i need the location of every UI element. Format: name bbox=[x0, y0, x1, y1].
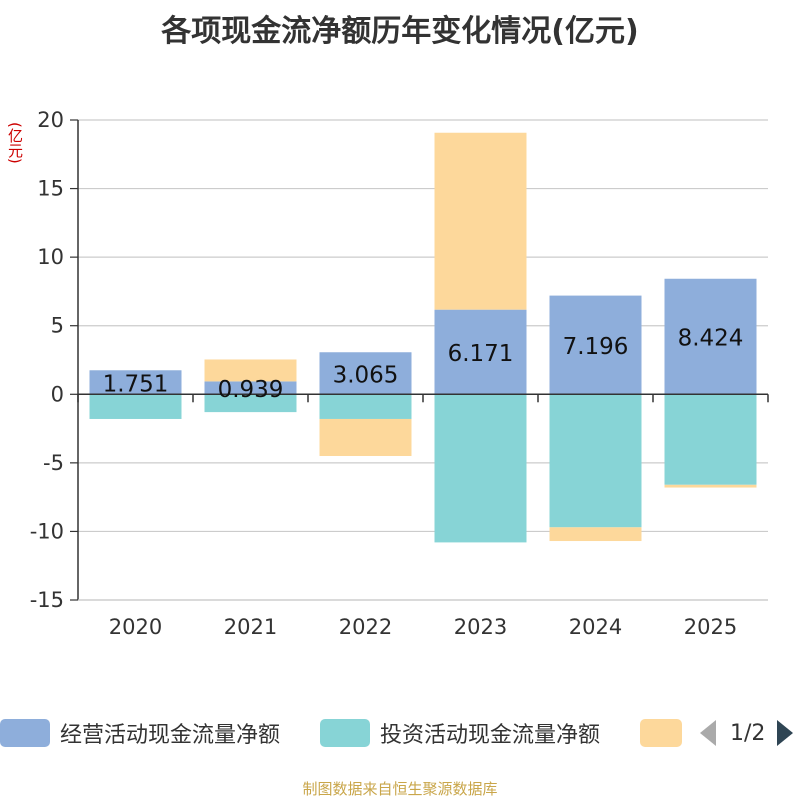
y-axis-unit-label: (亿元) bbox=[6, 122, 24, 164]
bar-operating-2023 bbox=[434, 309, 527, 395]
legend-label-investing: 投资活动现金流量净额 bbox=[380, 723, 601, 748]
bar-operating-2024 bbox=[549, 295, 642, 395]
legend-page-indicator: 1/2 bbox=[730, 720, 766, 746]
data-label-operating-2021: 0.939 bbox=[218, 377, 284, 403]
y-tick-label: -15 bbox=[30, 588, 64, 612]
y-tick-label: 0 bbox=[51, 382, 64, 406]
data-label-operating-2023: 6.171 bbox=[448, 341, 514, 367]
bar-operating-2020 bbox=[89, 370, 182, 395]
x-tick-label-2024: 2024 bbox=[569, 615, 622, 639]
legend-swatch-financing bbox=[640, 719, 682, 747]
legend-swatch-operating bbox=[0, 719, 50, 747]
bar-operating-2021 bbox=[204, 381, 297, 395]
data-label-operating-2024: 7.196 bbox=[563, 334, 629, 360]
triangle-left-icon[interactable] bbox=[700, 720, 716, 746]
x-tick-label-2020: 2020 bbox=[109, 615, 162, 639]
chart-title: 各项现金流净额历年变化情况(亿元) bbox=[161, 14, 639, 49]
stacked-bar-chart: 20 15 10 5 0 -5 -10 -15 2020 2021 2022 2023 2024 2025… bbox=[30, 108, 769, 639]
y-tick-label: 20 bbox=[37, 108, 64, 132]
bar-operating-2022 bbox=[319, 352, 412, 395]
y-tick-label: 5 bbox=[51, 314, 64, 338]
bar-investing-2024 bbox=[549, 394, 642, 528]
bar-financing-2021 bbox=[204, 359, 297, 382]
legend-label-operating: 经营活动现金流量净额 bbox=[60, 723, 281, 748]
y-tick-label: 10 bbox=[37, 245, 64, 269]
y-tick-label: 15 bbox=[37, 177, 64, 201]
bar-investing-2025 bbox=[664, 394, 757, 485]
source-note: 制图数据来自恒生聚源数据库 bbox=[302, 780, 498, 798]
bar-investing-2023 bbox=[434, 394, 527, 543]
bar-investing-2020 bbox=[89, 394, 182, 419]
legend-swatch-investing bbox=[320, 719, 370, 747]
bar-financing-2024 bbox=[549, 527, 642, 542]
bar-financing-2025 bbox=[664, 484, 757, 488]
legend-pager: 1/2 bbox=[700, 718, 794, 748]
bar-financing-2023 bbox=[434, 132, 527, 310]
triangle-right-icon[interactable] bbox=[777, 720, 794, 746]
x-tick-label-2022: 2022 bbox=[339, 615, 392, 639]
data-label-operating-2025: 8.424 bbox=[678, 326, 744, 352]
bar-financing-2022 bbox=[319, 418, 412, 456]
legend-item-investing[interactable]: 投资活动现金流量净额 bbox=[320, 718, 600, 748]
x-tick-label-2021: 2021 bbox=[224, 615, 277, 639]
bar-investing-2021 bbox=[204, 394, 297, 413]
x-tick-label-2023: 2023 bbox=[454, 615, 507, 639]
x-tick-label-2025: 2025 bbox=[684, 615, 737, 639]
legend-item-financing[interactable] bbox=[640, 718, 692, 748]
y-tick-label: -10 bbox=[30, 519, 64, 543]
data-label-operating-2020: 1.751 bbox=[103, 371, 169, 397]
bar-operating-2025 bbox=[664, 278, 757, 395]
bar-investing-2022 bbox=[319, 394, 412, 419]
data-label-operating-2022: 3.065 bbox=[333, 362, 399, 388]
legend: 经营活动现金流量净额 投资活动现金流量净额 1/2 bbox=[0, 712, 800, 756]
legend-item-operating[interactable]: 经营活动现金流量净额 bbox=[0, 718, 280, 748]
y-tick-label: -5 bbox=[43, 451, 64, 475]
